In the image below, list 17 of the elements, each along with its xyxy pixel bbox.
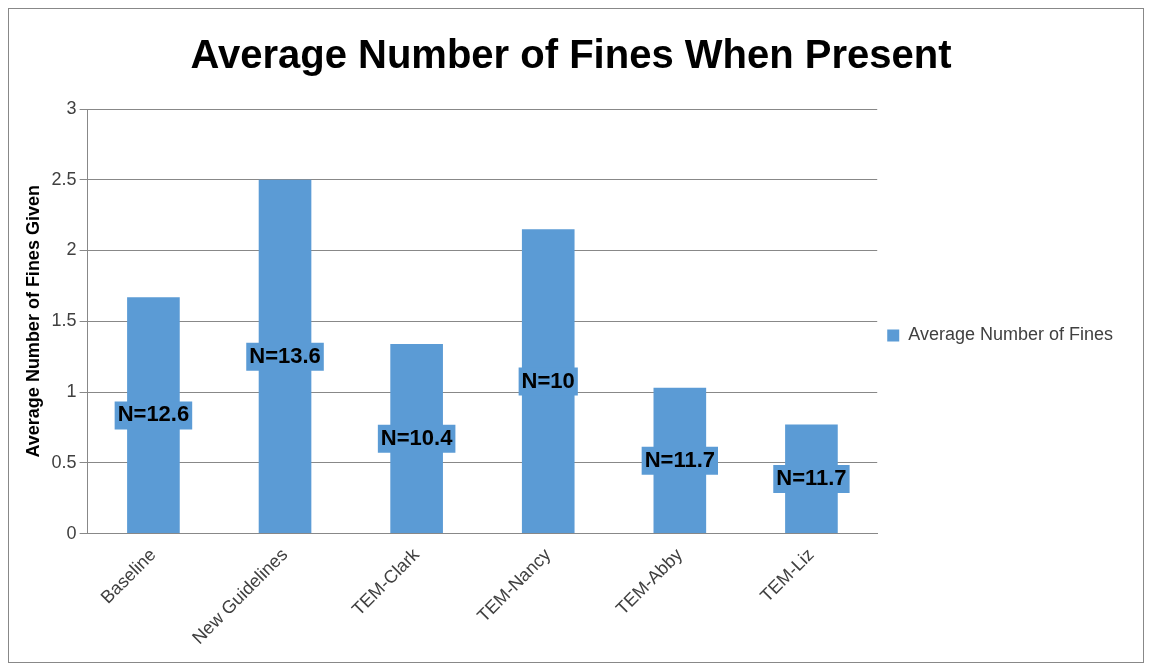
bar bbox=[521, 229, 575, 534]
y-tick-label: 0 bbox=[66, 522, 77, 543]
y-tick-label: 2 bbox=[66, 239, 77, 260]
legend-label: Average Number of Fines bbox=[908, 324, 1114, 345]
annotation: N=11.7 bbox=[776, 465, 847, 491]
chart-title: Average Number of Fines When Present bbox=[190, 32, 952, 77]
annotation: N=11.7 bbox=[644, 446, 715, 472]
y-tick-label: 1.5 bbox=[51, 310, 77, 331]
annotation: N=13.6 bbox=[249, 342, 321, 368]
y-tick-label: 2.5 bbox=[51, 168, 77, 189]
annotation: N=12.6 bbox=[117, 401, 190, 427]
y-axis-title: Average Number of Fines Given bbox=[22, 185, 43, 458]
y-tick-label: 1 bbox=[66, 381, 77, 402]
y-tick-label: 3 bbox=[66, 97, 77, 118]
annotation: N=10 bbox=[521, 367, 575, 393]
annotation: N=10.4 bbox=[380, 424, 454, 450]
y-tick-label: 0.5 bbox=[51, 451, 77, 472]
